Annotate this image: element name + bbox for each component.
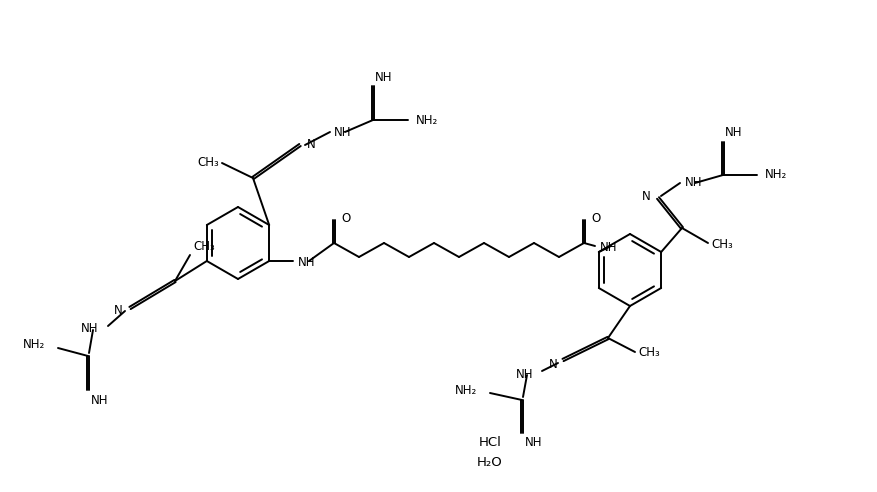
Text: N: N bbox=[307, 137, 316, 151]
Text: NH₂: NH₂ bbox=[416, 114, 438, 126]
Text: O: O bbox=[590, 213, 600, 225]
Text: NH: NH bbox=[515, 368, 532, 380]
Text: NH: NH bbox=[91, 394, 109, 406]
Text: CH₃: CH₃ bbox=[193, 240, 215, 253]
Text: NH: NH bbox=[374, 70, 392, 84]
Text: NH: NH bbox=[81, 322, 98, 336]
Text: NH₂: NH₂ bbox=[764, 168, 787, 182]
Text: HCl: HCl bbox=[478, 435, 501, 449]
Text: NH: NH bbox=[297, 255, 315, 269]
Text: NH: NH bbox=[599, 241, 617, 253]
Text: NH₂: NH₂ bbox=[23, 338, 45, 351]
Text: H₂O: H₂O bbox=[476, 457, 503, 469]
Text: NH: NH bbox=[524, 436, 542, 450]
Text: O: O bbox=[340, 213, 350, 225]
Text: NH: NH bbox=[333, 126, 351, 140]
Text: N: N bbox=[114, 304, 123, 316]
Text: N: N bbox=[549, 359, 558, 371]
Text: CH₃: CH₃ bbox=[638, 346, 659, 360]
Text: N: N bbox=[641, 189, 650, 203]
Text: CH₃: CH₃ bbox=[710, 238, 732, 250]
Text: NH: NH bbox=[724, 126, 742, 140]
Text: NH: NH bbox=[684, 176, 702, 188]
Text: CH₃: CH₃ bbox=[197, 156, 218, 170]
Text: NH₂: NH₂ bbox=[454, 383, 476, 397]
